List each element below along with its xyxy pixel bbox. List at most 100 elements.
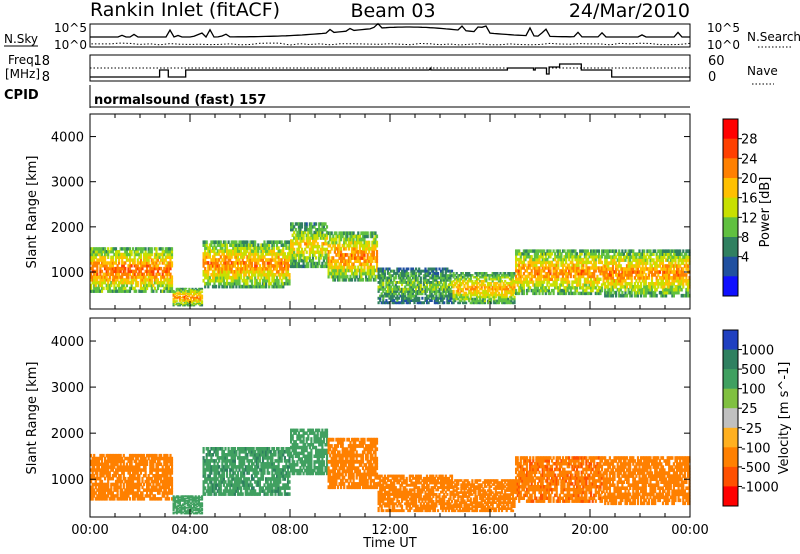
range-time-cell	[227, 249, 230, 253]
range-time-cell	[488, 287, 491, 291]
range-time-cell	[519, 252, 522, 256]
range-time-cell	[386, 290, 390, 293]
range-time-cell	[493, 272, 496, 275]
range-time-cell	[297, 244, 300, 249]
range-time-cell	[227, 273, 230, 277]
range-time-cell	[380, 285, 383, 289]
range-time-cell	[118, 281, 121, 285]
range-time-cell	[97, 275, 100, 279]
range-time-cell	[611, 282, 615, 286]
range-time-cell	[557, 277, 560, 281]
range-time-cell	[208, 246, 211, 250]
range-time-cell	[565, 252, 568, 256]
range-time-cell	[472, 275, 475, 279]
range-time-cell	[330, 240, 333, 245]
range-time-cell	[366, 259, 369, 263]
range-time-cell	[266, 275, 269, 280]
range-time-cell	[415, 267, 418, 271]
range-time-cell	[583, 255, 586, 259]
range-time-cell	[183, 300, 186, 302]
range-time-cell	[316, 244, 319, 249]
range-time-cell	[218, 284, 221, 289]
range-time-cell	[307, 228, 310, 232]
range-time-cell	[369, 256, 372, 260]
range-time-cell	[324, 256, 327, 260]
range-time-cell	[455, 279, 458, 283]
range-time-cell	[475, 297, 479, 301]
range-time-cell	[469, 293, 472, 297]
range-time-cell	[293, 253, 296, 257]
range-time-cell	[425, 296, 429, 300]
range-time-cell	[533, 288, 536, 293]
range-time-cell	[483, 287, 486, 291]
range-time-cell	[188, 299, 191, 301]
range-time-cell	[490, 274, 493, 277]
range-time-cell	[557, 249, 560, 253]
range-time-cell	[96, 272, 99, 276]
range-time-cell	[449, 299, 452, 302]
range-time-cell	[243, 240, 246, 244]
range-time-cell	[413, 301, 416, 305]
range-time-cell	[291, 242, 294, 246]
range-time-cell	[422, 278, 425, 282]
range-time-cell	[272, 264, 275, 268]
range-time-cell	[142, 261, 146, 265]
range-time-cell	[244, 243, 247, 247]
range-time-cell	[185, 302, 188, 305]
range-time-cell	[164, 269, 167, 274]
range-time-cell	[110, 488, 113, 492]
range-time-cell	[529, 263, 532, 267]
range-time-cell	[96, 488, 99, 492]
range-time-cell	[211, 278, 215, 283]
range-time-cell	[249, 264, 252, 268]
range-time-cell	[132, 272, 135, 276]
range-time-cell	[225, 284, 229, 289]
range-time-cell	[393, 278, 396, 282]
range-time-cell	[369, 277, 372, 282]
range-time-cell	[230, 278, 233, 283]
range-time-cell	[94, 286, 97, 291]
range-time-cell	[597, 255, 600, 259]
range-time-cell	[471, 274, 474, 277]
range-time-cell	[207, 278, 210, 283]
range-time-cell	[563, 291, 566, 296]
range-time-cell	[619, 287, 622, 292]
range-time-cell	[504, 272, 507, 275]
range-time-cell	[172, 300, 175, 302]
range-time-cell	[343, 262, 346, 267]
range-time-cell	[433, 267, 436, 271]
range-time-cell	[156, 264, 160, 268]
range-time-cell	[147, 258, 150, 262]
range-time-cell	[230, 284, 233, 289]
range-time-cell	[619, 282, 622, 286]
range-time-cell	[354, 253, 357, 257]
range-time-cell	[550, 277, 554, 281]
range-time-cell	[360, 274, 363, 279]
range-time-cell	[390, 296, 393, 300]
range-time-cell	[211, 249, 215, 253]
range-time-cell	[449, 274, 452, 278]
range-time-cell	[93, 459, 96, 464]
range-time-cell	[357, 234, 360, 239]
range-time-cell	[519, 272, 522, 276]
range-time-cell	[647, 273, 650, 277]
range-time-cell	[508, 301, 511, 305]
range-time-cell	[444, 285, 447, 289]
range-time-cell	[649, 261, 652, 265]
range-time-cell	[669, 287, 672, 292]
range-time-cell	[330, 268, 333, 273]
range-time-cell	[104, 272, 107, 276]
range-time-cell	[508, 289, 511, 293]
range-time-cell	[283, 267, 286, 271]
range-time-cell	[283, 281, 286, 286]
range-time-cell	[546, 249, 549, 253]
range-time-cell	[125, 258, 128, 262]
range-time-cell	[254, 255, 257, 259]
range-time-cell	[318, 261, 321, 266]
range-time-cell	[285, 255, 288, 259]
range-time-cell	[505, 281, 508, 285]
range-time-cell	[257, 255, 260, 259]
range-time-cell	[627, 264, 630, 268]
range-time-cell	[607, 285, 610, 289]
range-time-cell	[397, 296, 400, 300]
